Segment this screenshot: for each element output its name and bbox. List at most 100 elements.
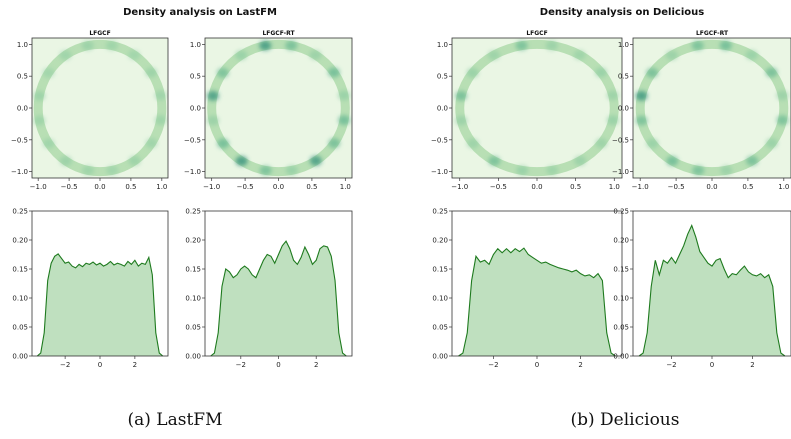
x-tick-label: 0 xyxy=(276,361,280,369)
kde-area xyxy=(639,225,785,356)
density-blob xyxy=(692,165,705,176)
y-tick-label: 0.15 xyxy=(613,266,629,274)
caption-b: (b) Delicious xyxy=(571,410,680,430)
density-blob xyxy=(745,49,758,60)
density-blob xyxy=(33,115,46,126)
density-blob xyxy=(720,165,733,176)
y-tick-label: 0.25 xyxy=(613,208,629,216)
density-blob xyxy=(646,67,659,78)
y-tick-label: 0.05 xyxy=(12,324,28,332)
density-blob xyxy=(154,115,167,126)
kde-line xyxy=(638,224,786,357)
y-tick-label: 0.20 xyxy=(613,237,629,245)
x-tick-label: −0.5 xyxy=(668,183,685,191)
density-blob xyxy=(33,90,46,101)
panel-title: LFGCF-RT xyxy=(696,30,729,37)
y-tick-label: 0.10 xyxy=(12,295,28,303)
density-blob xyxy=(259,40,272,51)
x-tick-label: 0 xyxy=(535,361,539,369)
kde-line xyxy=(36,253,164,357)
density-blob xyxy=(207,115,220,126)
y-tick-label: 1.0 xyxy=(17,41,28,49)
y-tick-label: 0.05 xyxy=(432,324,448,332)
density-blob xyxy=(606,90,619,101)
kde-area xyxy=(37,253,163,356)
density-blob xyxy=(595,138,608,149)
y-tick-label: 0.00 xyxy=(613,353,629,361)
density-blob xyxy=(106,165,119,176)
panel-title: LFGCF xyxy=(89,30,110,37)
x-tick-label: 0.0 xyxy=(531,183,542,191)
heatmap-background xyxy=(32,38,168,178)
y-tick-label: 0.20 xyxy=(185,237,201,245)
y-tick-label: −1.0 xyxy=(431,168,448,176)
x-tick-label: −1.0 xyxy=(30,183,47,191)
density-blob xyxy=(545,40,558,51)
x-tick-label: 0.0 xyxy=(94,183,105,191)
density-blob xyxy=(217,138,230,149)
density-blob xyxy=(235,156,248,167)
y-tick-label: 0.15 xyxy=(12,266,28,274)
y-tick-label: 0.25 xyxy=(432,208,448,216)
density-blob xyxy=(573,49,586,60)
x-tick-label: −2 xyxy=(488,361,498,369)
heatmap-background xyxy=(452,38,622,178)
density-blob xyxy=(128,155,141,166)
panel-title: LFGCF-RT xyxy=(262,30,295,37)
density-ring xyxy=(33,39,167,177)
density-blob xyxy=(635,90,648,101)
y-tick-label: 0.10 xyxy=(432,295,448,303)
panel-3: −2 0 2 0.00 0.05 0.10 0.15 0.20 0.25 xyxy=(185,208,353,369)
density-blob xyxy=(776,115,789,126)
density-blob xyxy=(42,138,55,149)
panel-4: LFGCF −1.0 −0.5 0.0 0.5 1.0 −1.0 −0.5 0.0 0.5 1.0 xyxy=(431,30,623,191)
density-blob xyxy=(606,115,619,126)
density-blob xyxy=(309,155,322,166)
panel-title: LFGCF xyxy=(526,30,547,37)
density-blob xyxy=(455,115,468,126)
heatmap-background xyxy=(205,38,352,178)
density-blob xyxy=(206,90,219,101)
y-tick-label: 0.5 xyxy=(17,73,28,81)
caption-a: (a) LastFM xyxy=(128,410,223,430)
x-tick-label: −2 xyxy=(60,361,70,369)
density-blob xyxy=(327,67,340,78)
y-tick-label: 0.0 xyxy=(17,105,28,113)
density-blob xyxy=(337,90,350,101)
density-blob xyxy=(765,67,778,78)
y-tick-label: −1.0 xyxy=(184,168,201,176)
density-blob xyxy=(776,90,789,101)
x-tick-label: 0.5 xyxy=(306,183,317,191)
density-blob xyxy=(145,138,158,149)
y-tick-label: 0.0 xyxy=(190,105,201,113)
y-tick-label: −0.5 xyxy=(184,136,201,144)
kde-area xyxy=(210,241,347,356)
x-tick-label: 0 xyxy=(710,361,714,369)
x-tick-label: 0 xyxy=(98,361,102,369)
density-blob xyxy=(455,90,468,101)
x-tick-label: −2 xyxy=(236,361,246,369)
density-blob xyxy=(719,40,732,51)
x-tick-label: 0.5 xyxy=(742,183,753,191)
y-tick-label: −0.5 xyxy=(431,136,448,144)
x-tick-label: 1.0 xyxy=(778,183,789,191)
x-tick-label: −0.5 xyxy=(237,183,254,191)
density-blob xyxy=(595,67,608,78)
suptitle-lastfm: Density analysis on LastFM xyxy=(123,7,277,18)
x-tick-label: −0.5 xyxy=(61,183,78,191)
y-tick-label: 0.5 xyxy=(190,73,201,81)
density-blob xyxy=(145,67,158,78)
x-tick-label: −0.5 xyxy=(490,183,507,191)
y-tick-label: 0.05 xyxy=(185,324,201,332)
panel-2: −2 0 2 0.00 0.05 0.10 0.15 0.20 0.25 xyxy=(12,208,169,369)
density-blob xyxy=(765,138,778,149)
y-tick-label: 0.5 xyxy=(437,73,448,81)
density-ring xyxy=(635,39,789,177)
x-tick-label: −1.0 xyxy=(632,183,649,191)
density-blob xyxy=(746,155,759,166)
y-tick-label: −1.0 xyxy=(612,168,629,176)
density-blob xyxy=(59,156,72,167)
density-blob xyxy=(546,165,559,176)
y-tick-label: 0.5 xyxy=(618,73,629,81)
